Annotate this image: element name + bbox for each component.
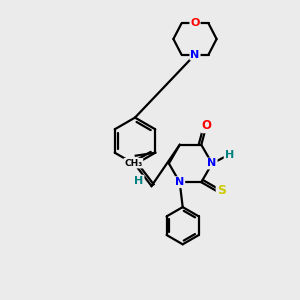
Text: H: H — [134, 176, 143, 186]
Text: S: S — [217, 184, 226, 197]
Text: N: N — [208, 158, 217, 169]
Text: CH₃: CH₃ — [124, 159, 142, 168]
Text: N: N — [175, 177, 184, 187]
Text: H: H — [225, 150, 234, 161]
Text: O: O — [202, 119, 212, 132]
Text: O: O — [190, 18, 200, 28]
Text: N: N — [190, 50, 200, 60]
